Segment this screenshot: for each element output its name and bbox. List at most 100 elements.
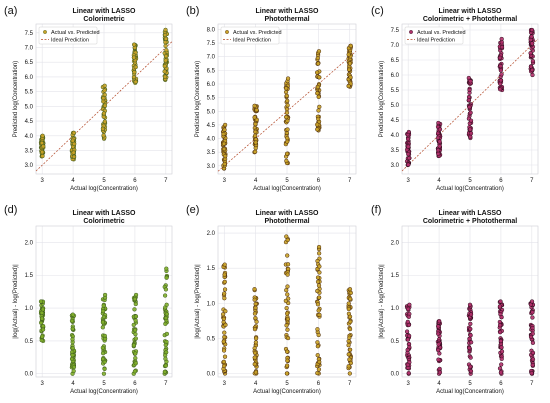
scatter-point bbox=[347, 326, 353, 332]
scatter-point bbox=[317, 104, 322, 109]
scatter-point bbox=[436, 342, 441, 347]
scatter-point bbox=[133, 318, 138, 323]
scatter-point bbox=[164, 312, 170, 317]
scatter-point bbox=[221, 131, 226, 137]
y-tick-label: 0.5 bbox=[207, 336, 216, 342]
scatter-column bbox=[346, 287, 354, 376]
scatter-point bbox=[284, 371, 290, 376]
scatter-point bbox=[162, 369, 167, 375]
scatter-point bbox=[132, 369, 138, 374]
scatter-point bbox=[499, 356, 504, 362]
scatter-point bbox=[132, 296, 138, 302]
chart-subtitle: Colorimetric + Photothermal bbox=[423, 16, 517, 23]
scatter-point bbox=[348, 43, 353, 48]
scatter-point bbox=[253, 340, 259, 345]
scatter-point bbox=[163, 363, 168, 368]
scatter-point bbox=[285, 311, 290, 316]
scatter-point bbox=[405, 136, 411, 142]
y-tick-label: 4.5 bbox=[391, 118, 400, 124]
scatter-point bbox=[348, 75, 353, 80]
scatter-point bbox=[498, 338, 504, 344]
scatter-point bbox=[252, 355, 257, 360]
scatter-point bbox=[346, 343, 351, 348]
scatter-point bbox=[468, 368, 474, 374]
scatter-point bbox=[317, 264, 322, 269]
scatter-point bbox=[101, 303, 106, 308]
x-tick-label: 3 bbox=[41, 381, 45, 387]
scatter-point bbox=[222, 291, 227, 296]
scatter-point bbox=[315, 353, 320, 358]
scatter-point bbox=[316, 251, 322, 256]
scatter-point bbox=[131, 322, 136, 328]
scatter-column bbox=[404, 302, 412, 376]
y-tick-label: 3.0 bbox=[207, 164, 216, 170]
scatter-point bbox=[131, 74, 137, 80]
chart-title: Linear with LASSO bbox=[72, 210, 136, 217]
chart-subtitle: Colorimetric bbox=[83, 16, 124, 23]
legend-label: Ideal Prediction bbox=[417, 38, 455, 44]
scatter-point bbox=[163, 27, 168, 33]
scatter-point bbox=[315, 344, 321, 349]
scatter-point bbox=[39, 316, 45, 321]
plot-frame bbox=[35, 23, 173, 175]
scatter-point bbox=[284, 323, 289, 328]
scatter-column bbox=[100, 292, 108, 376]
y-tick-label: 6.0 bbox=[391, 73, 400, 79]
scatter-point bbox=[497, 323, 503, 328]
y-tick-label: 0.5 bbox=[391, 339, 400, 345]
scatter-point bbox=[468, 326, 473, 332]
scatter-column bbox=[252, 287, 259, 376]
scatter-point bbox=[131, 42, 137, 47]
y-tick-label: 1.5 bbox=[391, 273, 400, 279]
scatter-point bbox=[283, 298, 288, 304]
scatter-point bbox=[133, 336, 138, 341]
scatter-point bbox=[253, 305, 258, 310]
scatter-point bbox=[315, 370, 320, 376]
scatter-point bbox=[40, 323, 46, 329]
scatter-point bbox=[497, 87, 503, 92]
scatter-point bbox=[222, 296, 227, 301]
scatter-column bbox=[100, 83, 108, 141]
scatter-point bbox=[285, 327, 290, 332]
scatter-point bbox=[72, 141, 77, 147]
y-tick-label: 6.5 bbox=[391, 58, 400, 64]
scatter-point bbox=[498, 68, 504, 73]
scatter-point bbox=[133, 331, 138, 337]
scatter-point bbox=[316, 49, 322, 54]
scatter-point bbox=[406, 144, 411, 149]
chart-title: Linear with LASSO bbox=[255, 8, 319, 15]
scatter-point bbox=[407, 333, 412, 339]
scatter-point bbox=[40, 334, 45, 339]
scatter-column bbox=[497, 36, 505, 93]
scatter-point bbox=[316, 295, 322, 300]
scatter-point bbox=[163, 321, 168, 326]
scatter-point bbox=[317, 75, 322, 80]
scatter-point bbox=[436, 331, 441, 336]
scatter-point bbox=[315, 84, 320, 90]
y-axis-label: Predicted log(Concentration) bbox=[13, 61, 19, 137]
y-tick-label: 0.5 bbox=[25, 339, 34, 345]
scatter-point bbox=[284, 234, 289, 239]
scatter-point bbox=[132, 70, 137, 75]
scatter-point bbox=[435, 135, 441, 140]
scatter-point bbox=[163, 36, 169, 41]
scatter-point bbox=[498, 299, 503, 304]
scatter-point bbox=[39, 310, 44, 315]
scatter-point bbox=[70, 353, 75, 358]
scatter-point bbox=[529, 34, 534, 39]
scatter-point bbox=[162, 32, 168, 38]
scatter-point bbox=[101, 371, 107, 376]
scatter-point bbox=[285, 103, 290, 108]
scatter-column bbox=[283, 234, 291, 376]
x-tick-label: 5 bbox=[285, 381, 289, 387]
panel-label: (c) bbox=[371, 5, 384, 17]
x-tick-label: 3 bbox=[41, 178, 45, 184]
scatter-column bbox=[220, 262, 228, 376]
scatter-point bbox=[102, 83, 107, 88]
scatter-point bbox=[468, 333, 473, 338]
scatter-point bbox=[467, 345, 472, 351]
scatter-point bbox=[284, 93, 289, 98]
y-tick-label: 1.5 bbox=[25, 273, 34, 279]
